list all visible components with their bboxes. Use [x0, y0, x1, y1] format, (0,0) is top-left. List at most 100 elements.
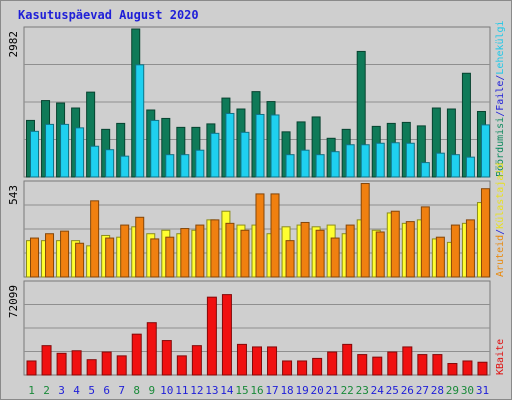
bar-kbaite-18 — [282, 360, 293, 376]
bar-kbaite-9 — [146, 322, 157, 376]
x-axis: 1 2 3 4 5 6 7 8 9 10 11 12 13 14 15 16 17 18 19 20 21 22 23 24 2… — [28, 384, 489, 397]
bar-aruteid-31 — [480, 188, 490, 278]
bar-kbaite-6 — [101, 351, 112, 376]
bar-kbaite-25 — [387, 351, 398, 376]
bar-faile-14 — [225, 112, 235, 178]
bar-kbaite-11 — [176, 355, 187, 376]
bar-aruteid-25 — [390, 210, 400, 278]
bar-faile-16 — [255, 113, 265, 178]
x-tick-label: 21 — [326, 384, 339, 397]
bar-aruteid-28 — [435, 236, 445, 278]
bar-aruteid-22 — [345, 224, 355, 278]
bar-kbaite-21 — [327, 351, 338, 376]
bar-aruteid-18 — [285, 240, 295, 278]
x-tick-label: 12 — [190, 384, 203, 397]
bar-aruteid-6 — [105, 237, 115, 278]
bar-kbaite-13 — [206, 296, 217, 376]
bar-aruteid-11 — [180, 228, 190, 278]
x-tick-label: 8 — [133, 384, 140, 397]
bar-kbaite-16 — [252, 346, 262, 376]
x-tick-label: 11 — [175, 384, 188, 397]
x-tick-label: 22 — [341, 384, 354, 397]
bar-aruteid-8 — [135, 216, 145, 278]
bar-aruteid-2 — [45, 233, 55, 278]
bar-kbaite-4 — [71, 350, 82, 376]
bar-faile-10 — [165, 154, 175, 178]
legend-item-2: / — [495, 111, 506, 117]
x-tick-label: 4 — [73, 384, 80, 397]
bar-aruteid-9 — [150, 238, 160, 278]
bar-aruteid-13 — [210, 219, 220, 278]
bar-aruteid-30 — [465, 219, 475, 278]
bar-faile-13 — [210, 132, 220, 178]
x-tick-label: 14 — [220, 384, 234, 397]
bar-kbaite-23 — [357, 354, 368, 376]
bar-kbaite-15 — [236, 343, 247, 376]
bar-aruteid-26 — [405, 221, 415, 278]
x-tick-label: 27 — [416, 384, 429, 397]
x-tick-label: 3 — [58, 384, 65, 397]
bar-faile-28 — [435, 152, 445, 178]
bar-kbaite-30 — [462, 360, 473, 376]
bar-kbaite-10 — [161, 340, 172, 376]
bar-kbaite-31 — [477, 361, 488, 376]
bar-kbaite-3 — [56, 352, 67, 376]
x-tick-label: 2 — [43, 384, 50, 397]
legend-item-5: Lehekülgi — [495, 20, 506, 74]
bar-faile-2 — [45, 123, 55, 178]
bar-aruteid-1 — [30, 237, 39, 278]
x-tick-label: 10 — [160, 384, 173, 397]
bar-faile-26 — [405, 142, 415, 178]
bar-faile-23 — [360, 144, 370, 178]
bar-aruteid-20 — [315, 229, 325, 278]
legend-item-3: Faile — [495, 81, 506, 111]
panel-2: 543 Aruteid/Külastajaid — [7, 163, 506, 278]
x-tick-label: 28 — [431, 384, 444, 397]
panel-max-label: 72099 — [7, 285, 20, 318]
bar-faile-25 — [390, 142, 400, 178]
x-tick-label: 13 — [205, 384, 218, 397]
bar-kbaite-19 — [297, 360, 308, 376]
legend-item-4: / — [495, 75, 506, 81]
x-tick-label: 18 — [280, 384, 293, 397]
x-tick-label: 15 — [235, 384, 248, 397]
bar-faile-31 — [480, 124, 490, 178]
bar-aruteid-24 — [375, 231, 385, 278]
bar-aruteid-29 — [450, 224, 460, 278]
bar-kbaite-29 — [447, 363, 458, 376]
x-tick-label: 25 — [386, 384, 399, 397]
x-tick-label: 16 — [250, 384, 263, 397]
panel-legend: Pöördumisi/Faile/Lehekülgi — [495, 20, 506, 177]
bar-faile-8 — [135, 64, 145, 178]
bar-kbaite-12 — [191, 345, 202, 376]
bar-aruteid-23 — [360, 183, 370, 278]
bar-kbaite-1 — [26, 360, 37, 376]
x-tick-label: 9 — [148, 384, 155, 397]
bar-aruteid-16 — [255, 193, 265, 278]
bar-kbaite-5 — [86, 359, 97, 376]
x-tick-label: 31 — [476, 384, 489, 397]
bar-aruteid-12 — [195, 224, 205, 278]
panel-max-label: 543 — [7, 185, 20, 205]
bar-aruteid-7 — [120, 224, 130, 278]
x-tick-label: 17 — [265, 384, 278, 397]
bar-kbaite-27 — [417, 354, 428, 376]
x-tick-label: 24 — [371, 384, 385, 397]
bar-aruteid-4 — [75, 242, 85, 278]
bar-faile-15 — [240, 131, 250, 178]
bar-faile-24 — [375, 142, 385, 178]
x-tick-label: 30 — [461, 384, 474, 397]
bar-kbaite-8 — [131, 333, 142, 376]
bar-kbaite-26 — [402, 346, 413, 376]
x-tick-label: 20 — [311, 384, 324, 397]
bar-faile-1 — [30, 130, 39, 178]
bar-faile-7 — [120, 155, 130, 178]
bar-faile-21 — [330, 151, 340, 178]
bar-kbaite-20 — [312, 357, 323, 376]
bar-aruteid-27 — [420, 206, 430, 278]
x-tick-label: 29 — [446, 384, 459, 397]
bar-faile-3 — [60, 123, 70, 178]
bar-faile-11 — [180, 154, 190, 178]
bar-kbaite-7 — [116, 355, 127, 376]
